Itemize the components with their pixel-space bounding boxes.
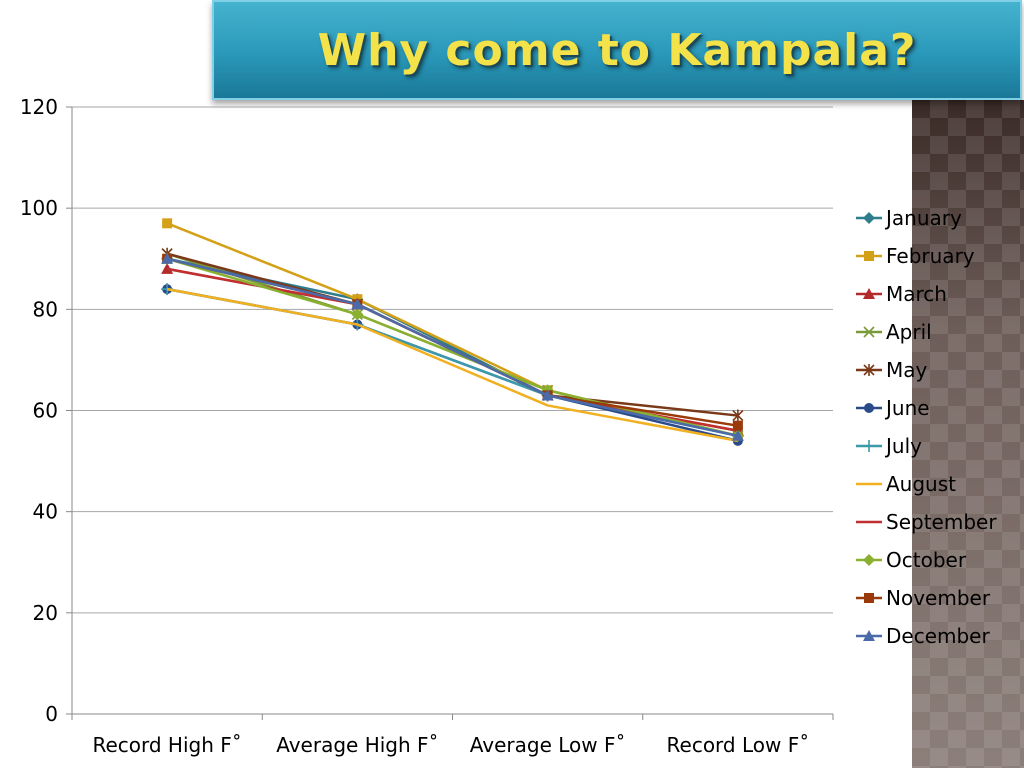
legend-label: January	[884, 206, 962, 230]
legend-marker	[863, 288, 875, 299]
legend-item-march: March	[856, 282, 947, 306]
x-tick-label: Average High F˚	[276, 733, 438, 757]
y-tick-label: 120	[20, 95, 58, 119]
y-tick-label: 40	[33, 500, 58, 524]
legend-marker	[864, 403, 874, 413]
x-tick-label: Record Low F˚	[667, 733, 810, 757]
legend-item-october: October	[856, 548, 967, 572]
legend-marker	[863, 630, 875, 641]
chart-gridlines	[72, 106, 833, 614]
legend-label: February	[886, 244, 975, 268]
data-point	[731, 429, 744, 441]
y-tick-label: 100	[20, 196, 58, 220]
legend-item-april: April	[856, 320, 932, 344]
data-point	[541, 389, 554, 401]
data-point	[162, 218, 173, 229]
legend-item-august: August	[856, 472, 956, 496]
y-axis-tick-labels: 0 20 40 60 80 100 120	[20, 95, 58, 726]
series-line	[166, 257, 739, 438]
legend-label: October	[886, 548, 967, 572]
decorative-side-panel	[912, 100, 1024, 768]
legend-marker	[863, 364, 875, 376]
legend-label: December	[886, 624, 990, 648]
legend-label: September	[886, 510, 997, 534]
data-point	[161, 252, 174, 264]
data-point	[732, 420, 743, 431]
legend-marker	[863, 440, 875, 452]
y-tick-label: 80	[33, 297, 58, 321]
legend-item-september: September	[856, 510, 997, 534]
legend-marker	[863, 212, 875, 224]
legend-item-december: December	[856, 624, 990, 648]
y-tick-label: 60	[33, 399, 58, 423]
legend-marker	[863, 326, 875, 338]
legend-label: March	[886, 282, 947, 306]
data-point	[351, 298, 364, 310]
y-tick-label: 20	[33, 601, 58, 625]
legend-item-november: November	[856, 586, 991, 610]
legend-label: August	[886, 472, 956, 496]
legend-item-june: June	[856, 396, 930, 420]
data-point	[732, 409, 744, 422]
legend-item-july: July	[856, 434, 922, 458]
legend-label: November	[886, 586, 991, 610]
series-line	[166, 222, 739, 438]
legend-label: June	[884, 396, 930, 420]
series-august	[166, 287, 739, 443]
x-axis-tick-labels: Record High F˚ Average High F˚ Average Low…	[92, 733, 809, 757]
chart-legend: January February March April May June July Augu…	[856, 206, 997, 648]
legend-label: April	[886, 320, 932, 344]
legend-marker	[863, 554, 875, 566]
chart-series	[161, 218, 744, 446]
legend-label: July	[884, 434, 922, 458]
data-point	[351, 308, 364, 321]
x-tick-label: Average Low F˚	[470, 733, 626, 757]
legend-marker	[864, 251, 874, 261]
series-line	[166, 257, 739, 438]
legend-item-may: May	[856, 358, 928, 382]
data-point	[161, 262, 174, 274]
title-banner: Why come to Kampala?	[212, 0, 1022, 100]
page-title: Why come to Kampala?	[317, 24, 917, 76]
series-may	[161, 247, 744, 422]
legend-item-february: February	[856, 244, 975, 268]
legend-label: May	[886, 358, 928, 382]
chart-axes	[66, 106, 834, 720]
series-december	[161, 252, 744, 441]
y-tick-label: 0	[45, 702, 58, 726]
legend-item-january: January	[856, 206, 962, 230]
x-tick-label: Record High F˚	[92, 733, 241, 757]
legend-marker	[864, 593, 874, 603]
series-line	[166, 287, 739, 443]
